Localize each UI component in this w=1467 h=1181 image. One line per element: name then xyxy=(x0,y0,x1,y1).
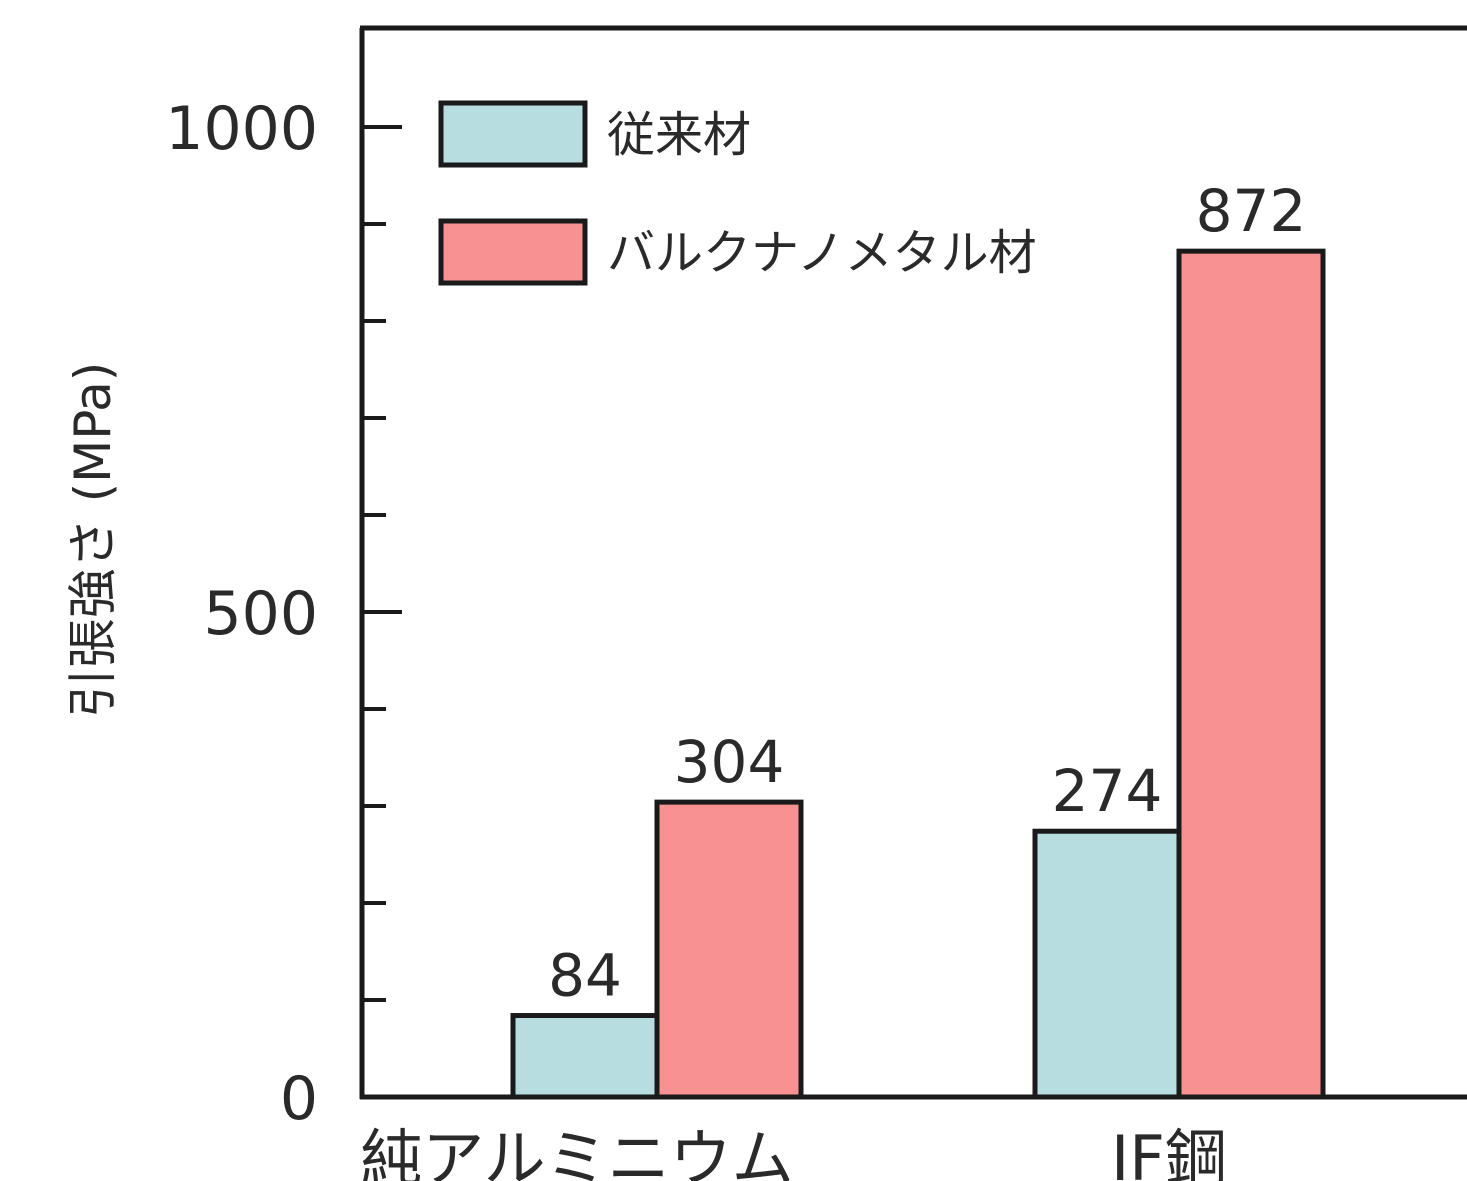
legend-label: 従来材 xyxy=(607,107,751,163)
plot-area: 0 500 1000 84 304 純アルミニウム 274 872 IF鋼 xyxy=(165,25,1467,1181)
data-label: 872 xyxy=(1196,177,1307,245)
y-tick-label: 0 xyxy=(280,1064,318,1134)
legend-swatch-0 xyxy=(438,100,588,168)
y-tick-label: 1000 xyxy=(165,94,318,164)
bar-conventional-1 xyxy=(1032,828,1182,1100)
data-label: 84 xyxy=(548,942,622,1010)
x-tick-label: 純アルミニウム xyxy=(360,1122,793,1181)
y-tick-label: 500 xyxy=(203,579,318,649)
bar-conventional-0 xyxy=(510,1013,660,1100)
data-label: 274 xyxy=(1052,757,1163,825)
x-tick-label: IF鋼 xyxy=(1111,1122,1227,1181)
y-axis-label: 引張強さ (MPa) xyxy=(64,362,122,719)
legend-swatch-1 xyxy=(438,218,588,286)
data-label: 304 xyxy=(674,728,785,796)
bar-bulk-nanometal-1 xyxy=(1176,248,1326,1100)
legend-label: バルクナノメタル材 xyxy=(607,225,1037,281)
bar-bulk-nanometal-0 xyxy=(654,799,804,1100)
